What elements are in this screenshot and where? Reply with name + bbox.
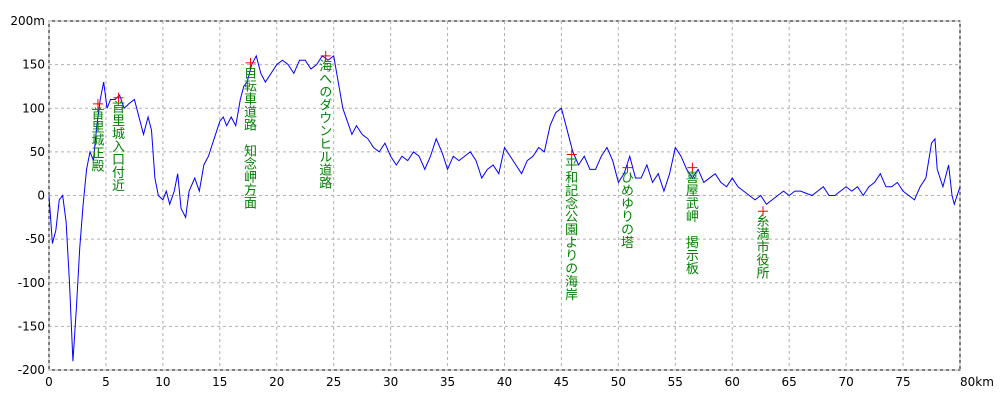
x-tick-label: 60 [725, 375, 740, 389]
annotation-marker [113, 92, 124, 103]
annotation-marker [320, 50, 331, 61]
annotation-label: 自転車道路 知念岬方面 [241, 66, 257, 209]
y-tick-label: 50 [30, 145, 45, 159]
y-tick-label: 0 [37, 189, 45, 203]
annotation-marker [687, 162, 698, 173]
x-tick-label: 35 [440, 375, 455, 389]
line-series [48, 54, 961, 362]
x-tick-label: 25 [326, 375, 341, 389]
x-tick-label: 55 [668, 375, 683, 389]
annotation-label: 喜屋武岬 掲示板 [683, 171, 699, 276]
y-tick-label: 100 [22, 101, 45, 115]
annotation-marker [757, 206, 768, 217]
x-tick-label: 40 [497, 375, 512, 389]
annotation-label: 平和記念公園よりの海岸 [562, 157, 578, 300]
annotation-marker [566, 149, 577, 160]
y-tick-label: -100 [18, 276, 45, 290]
x-tick-label: 20 [269, 375, 284, 389]
annotation-label: 糸満市役所 [753, 214, 769, 279]
annotation-label: 海へのダウンヒル道路 [316, 59, 332, 189]
x-tick-label: 30 [383, 375, 398, 389]
y-tick-label: -200 [18, 363, 45, 377]
annotation-marker [92, 98, 103, 109]
y-tick-label: 200m [10, 14, 45, 28]
y-tick-label: 150 [22, 58, 45, 72]
y-tick-label: -150 [18, 319, 45, 333]
x-tick-label: 45 [554, 375, 569, 389]
x-tick-label: 65 [782, 375, 797, 389]
x-tick-label: 10 [155, 375, 170, 389]
x-tick-label: 5 [102, 375, 110, 389]
x-tick-label: 70 [838, 375, 853, 389]
annotation-label: 首里城正殿 [88, 107, 104, 172]
x-tick-label: 50 [611, 375, 626, 389]
x-tick-label: 80km [960, 375, 994, 389]
x-tick-label: 0 [45, 375, 53, 389]
annotation-label: 首里城入口付近 [109, 101, 125, 193]
annotation-marker [622, 162, 633, 173]
y-tick-label: -50 [25, 232, 45, 246]
x-tick-label: 15 [212, 375, 227, 389]
annotation-label: ひめゆりの塔 [618, 171, 634, 249]
annotation-marker [245, 57, 256, 68]
x-tick-label: 75 [895, 375, 910, 389]
